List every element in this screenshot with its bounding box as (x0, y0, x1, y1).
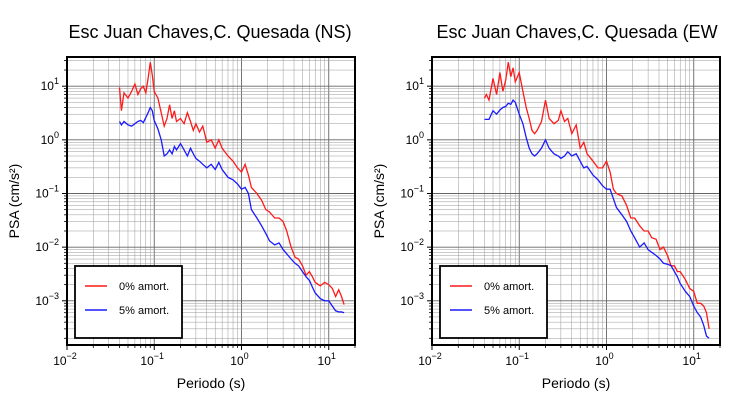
chart-panel-1: 10−2 10−1 100 101 10−3 10−2 10−1 100 101 Esc Juan… (6, 22, 356, 391)
y-axis-label: PSA (cm/s²) (371, 164, 387, 239)
y-tick-label: 10−3 (400, 291, 424, 308)
x-tick-label: 10−2 (418, 351, 442, 368)
y-tick-label: 10−3 (35, 291, 59, 308)
legend-box (74, 265, 183, 339)
plot-frame (431, 56, 721, 346)
x-tick-label: 100 (230, 351, 248, 368)
y-tick-label: 10−1 (35, 183, 59, 200)
legend: 0% amort. 5% amort. (439, 265, 548, 339)
legend-label: 0% amort. (484, 281, 534, 293)
x-axis-label: Periodo (s) (542, 375, 610, 391)
legend-label: 5% amort. (484, 305, 534, 317)
legend-box (439, 265, 548, 339)
x-tick-label: 100 (595, 351, 613, 368)
y-tick-label: 10−2 (35, 237, 59, 254)
x-tick-label: 10−2 (53, 351, 77, 368)
y-tick-label: 101 (41, 76, 59, 93)
chart-panel-2: 10−2 10−1 100 101 10−3 10−2 10−1 100 101 Esc Juan… (371, 22, 721, 391)
series-line-damped (118, 106, 345, 314)
chart-title: Esc Juan Chaves,C. Quesada (EW (436, 22, 717, 42)
legend: 0% amort. 5% amort. (74, 265, 183, 339)
plot-frame (66, 56, 356, 346)
y-tick-label: 100 (406, 130, 424, 147)
x-tick-label: 10−1 (140, 351, 164, 368)
grid (66, 57, 356, 345)
series-line-undamped (483, 62, 710, 329)
y-tick-label: 100 (41, 130, 59, 147)
chart-title: Esc Juan Chaves,C. Quesada (NS) (68, 22, 351, 42)
y-tick-label: 10−1 (400, 183, 424, 200)
y-tick-label: 10−2 (400, 237, 424, 254)
x-tick-label: 101 (318, 351, 336, 368)
y-tick-label: 101 (406, 76, 424, 93)
x-tick-label: 10−1 (505, 351, 529, 368)
legend-label: 5% amort. (119, 305, 169, 317)
series-line-damped (484, 99, 710, 339)
y-axis-label: PSA (cm/s²) (6, 164, 22, 239)
x-tick-label: 101 (683, 351, 701, 368)
x-axis-label: Periodo (s) (177, 375, 245, 391)
series-line-undamped (118, 62, 345, 305)
legend-label: 0% amort. (119, 281, 169, 293)
